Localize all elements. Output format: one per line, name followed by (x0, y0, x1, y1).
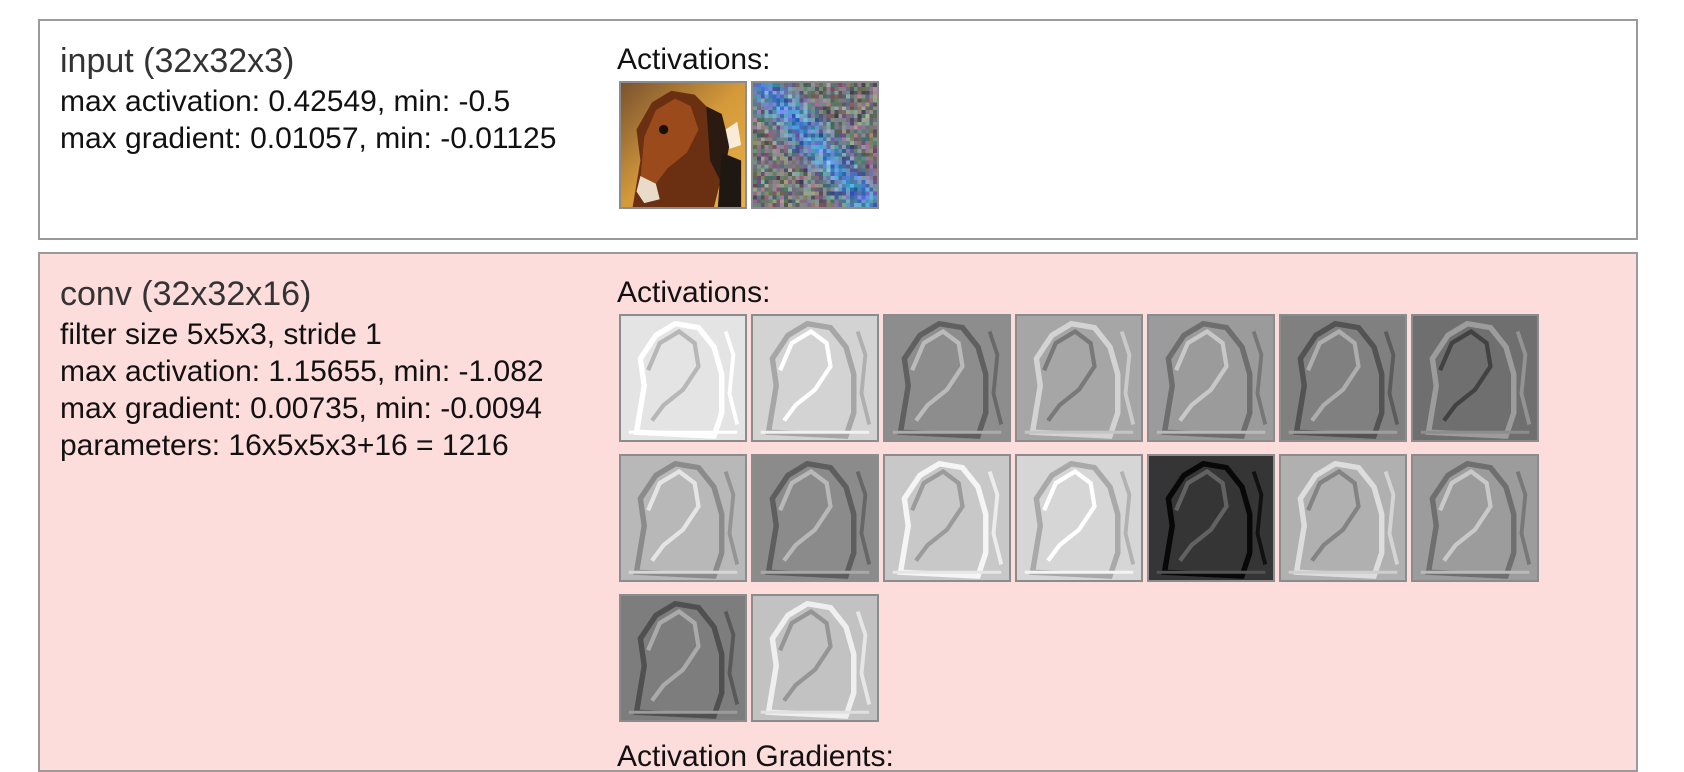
layer-conv-panel: conv (32x32x16) filter size 5x5x3, strid… (38, 252, 1638, 772)
feature-map-8 (619, 454, 747, 582)
max-gradient-stat: max gradient: 0.00735, min: -0.0094 (60, 392, 542, 425)
feature-map-6 (1279, 314, 1407, 442)
max-activation-stat: max activation: 1.15655, min: -1.082 (60, 355, 544, 388)
layer-title: conv (32x32x16) (60, 275, 312, 313)
feature-map-2 (751, 314, 879, 442)
feature-map-13 (1279, 454, 1407, 582)
feature-map-9 (751, 454, 879, 582)
activations-section: Activations: Activation Gradients: (617, 274, 1636, 772)
feature-map-5 (1147, 314, 1275, 442)
feature-map-10 (883, 454, 1011, 582)
feature-map-11 (1015, 454, 1143, 582)
layer-input-panel: input (32x32x3) max activation: 0.42549,… (38, 19, 1638, 240)
filter-size-stat: filter size 5x5x3, stride 1 (60, 318, 382, 351)
feature-map-12 (1147, 454, 1275, 582)
gradient-noise-image (751, 81, 879, 209)
layer-title: input (32x32x3) (60, 42, 295, 80)
activations-label: Activations: (617, 276, 771, 309)
activation-grid (619, 314, 1559, 734)
horse-image (619, 81, 747, 209)
max-gradient-stat: max gradient: 0.01057, min: -0.01125 (60, 122, 557, 155)
feature-map-7 (1411, 314, 1539, 442)
activations-label: Activations: (617, 43, 771, 76)
parameters-stat: parameters: 16x5x5x3+16 = 1216 (60, 429, 509, 462)
layer-info: conv (32x32x16) filter size 5x5x3, strid… (60, 274, 590, 464)
max-activation-stat: max activation: 0.42549, min: -0.5 (60, 85, 511, 118)
feature-map-16 (751, 594, 879, 722)
feature-map-4 (1015, 314, 1143, 442)
activations-section: Activations: (617, 41, 1636, 221)
feature-map-15 (619, 594, 747, 722)
layer-info: input (32x32x3) max activation: 0.42549,… (60, 41, 590, 157)
feature-map-1 (619, 314, 747, 442)
feature-map-14 (1411, 454, 1539, 582)
feature-map-3 (883, 314, 1011, 442)
activation-grid (619, 81, 1559, 221)
activation-gradients-label: Activation Gradients: (617, 740, 894, 772)
